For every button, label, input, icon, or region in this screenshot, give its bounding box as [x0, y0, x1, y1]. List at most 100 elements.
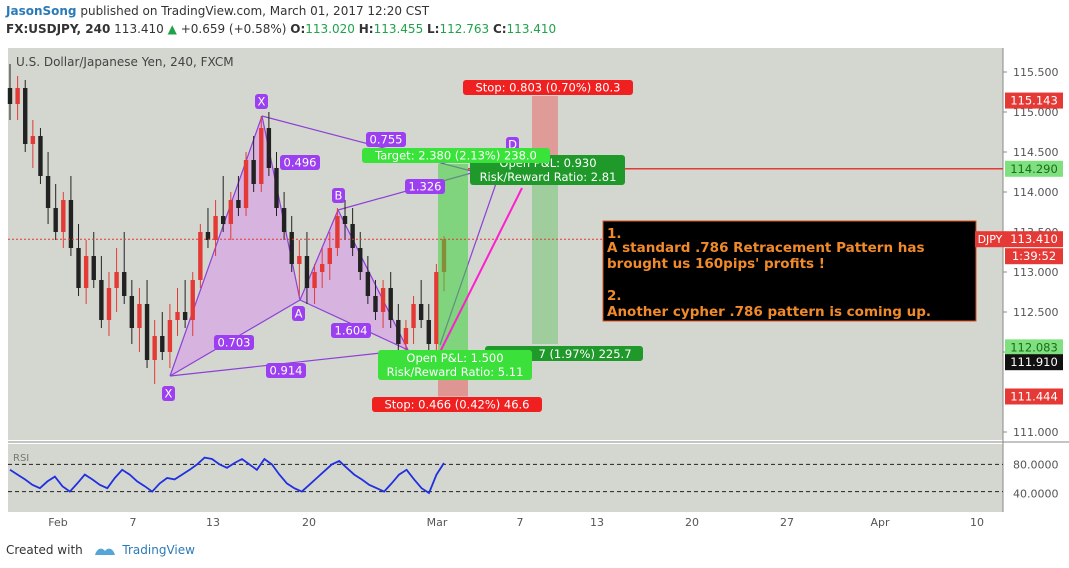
short-target-label: Target: 2.380 (2.13%) 238.0: [374, 149, 537, 163]
candle-body: [274, 168, 279, 208]
rsi-tick-40: 40.0000: [1013, 488, 1059, 501]
rsi-pane: [8, 444, 1003, 512]
y-tick-label: 114.500: [1013, 146, 1059, 159]
change: +0.659 (+0.58%): [180, 22, 287, 36]
tradingview-link[interactable]: TradingView: [122, 543, 195, 557]
candle-body: [182, 312, 188, 320]
price-tag: 1:39:52: [1012, 249, 1056, 263]
candle-body: [160, 336, 165, 352]
ratio-0496: 0.496: [284, 156, 317, 170]
candle-body: [220, 216, 226, 224]
close-value: 113.410: [506, 22, 557, 36]
ratio-0703: 0.703: [218, 336, 251, 350]
candle-body: [68, 200, 74, 248]
candle-body: [380, 288, 386, 312]
publish-info: JasonSong published on TradingView.com, …: [6, 4, 429, 18]
price-tag: 111.444: [1010, 389, 1058, 403]
candle-body: [335, 216, 340, 248]
candle-body: [30, 136, 36, 144]
candle-body: [205, 232, 211, 240]
candle-body: [426, 320, 431, 344]
x-tick-label: Feb: [48, 516, 67, 529]
candle-body: [281, 208, 287, 232]
y-tick-label: 115.000: [1013, 106, 1059, 119]
long-pnl: Open P&L: 1.500: [406, 351, 503, 365]
change-arrow-icon: ▲: [167, 22, 177, 36]
close-label: C:: [492, 22, 507, 36]
y-tick-label: 115.500: [1013, 66, 1059, 79]
short-stop-label: Stop: 0.803 (0.70%) 80.3: [475, 81, 620, 95]
x-tick-label: 20: [302, 516, 316, 529]
candle-body: [266, 128, 272, 168]
candle-body: [396, 320, 401, 344]
footer: Created with TradingView: [6, 543, 195, 557]
last-price: 113.410: [114, 22, 164, 36]
price-tag: 115.143: [1010, 94, 1058, 108]
candle-body: [358, 248, 363, 272]
ratio-1604-bg: [331, 323, 371, 338]
price-tag-bg: [1005, 354, 1063, 371]
candle-body: [99, 280, 104, 320]
tradingview-logo-icon[interactable]: [87, 543, 123, 557]
annotation-line-5: Another cypher .786 pattern is coming up…: [607, 304, 931, 320]
candle-body: [365, 272, 371, 296]
annotation-line-4: 2.: [607, 288, 622, 304]
candle-body: [350, 224, 355, 248]
y-tick-label: 113.000: [1013, 266, 1059, 279]
ratio-0496-bg: [280, 155, 320, 170]
candle-body: [114, 272, 119, 288]
candle-body: [7, 88, 13, 104]
candle-body: [289, 232, 294, 264]
pattern-label-x-top-bg: [255, 94, 268, 109]
pattern-label-a-bg: [292, 306, 305, 321]
candle-body: [61, 200, 66, 232]
x-tick-label: 7: [130, 516, 137, 529]
pattern-triangle-xab: [170, 116, 300, 376]
candle-body: [129, 296, 135, 328]
price-tag: 113.410: [1010, 232, 1058, 246]
ratio-0914-bg: [266, 363, 306, 378]
candle-body: [228, 200, 234, 224]
price-tag-bg: [1005, 388, 1063, 405]
x-tick-label: Apr: [870, 516, 890, 529]
ratio-1604: 1.604: [335, 324, 368, 338]
candle-body: [45, 176, 51, 208]
candle-body: [319, 264, 325, 272]
short-target-zone: [532, 168, 558, 344]
ratio-0703-bg: [214, 335, 254, 350]
pattern-label-a: A: [295, 307, 303, 321]
annotation-box: [602, 220, 977, 322]
pattern-triangle-bcd: [300, 210, 408, 350]
open-label: O:: [290, 22, 306, 36]
published-text: published on TradingView.com, March 01, …: [80, 4, 430, 18]
symbol: FX:USDJPY, 240: [6, 22, 111, 36]
long-stop-label: Stop: 0.466 (0.42%) 46.6: [384, 398, 529, 412]
candle-body: [144, 304, 150, 360]
y-tick-label: 114.000: [1013, 186, 1059, 199]
projection-line: [437, 187, 523, 357]
rsi-tick-80: 80.0000: [1013, 458, 1059, 471]
candle-body: [167, 320, 173, 352]
short-rr: Risk/Reward Ratio: 2.81: [480, 170, 617, 184]
x-tick-label: Mar: [427, 516, 448, 529]
price-tag-bg: [1005, 92, 1063, 109]
low-value: 112.763: [439, 22, 490, 36]
candle-body: [175, 312, 180, 320]
long-pnl-box: [378, 350, 532, 380]
candle-body: [259, 128, 264, 184]
candle-body: [236, 200, 241, 208]
author-link[interactable]: JasonSong: [6, 4, 77, 18]
candle-body: [137, 304, 142, 328]
price-axis: [1003, 48, 1069, 512]
x-tick-label: 7: [517, 516, 524, 529]
ratio-1326-bg: [405, 179, 445, 194]
x-tick-label: 20: [685, 516, 699, 529]
created-with: Created with: [6, 543, 83, 557]
price-tag: 114.290: [1010, 162, 1058, 176]
candle-body: [243, 160, 249, 208]
candle-body: [190, 280, 195, 320]
price-tag: 112.083: [1010, 340, 1058, 354]
long-stop-label-bg: [372, 397, 542, 412]
rsi-line: [9, 456, 445, 495]
